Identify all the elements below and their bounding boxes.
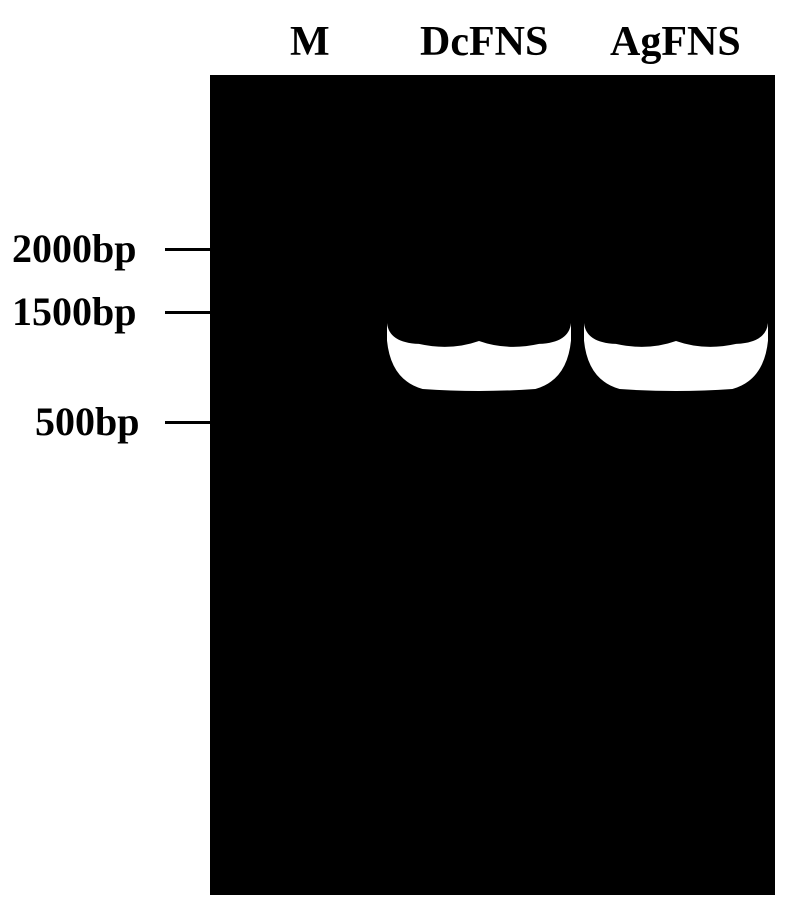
marker-label-500bp: 500bp <box>35 398 140 445</box>
band-dcfns <box>385 323 573 399</box>
marker-tick-1500bp <box>165 311 210 314</box>
gel-figure: M DcFNS AgFNS 2000bp 1500bp 500bp <box>0 0 794 919</box>
lane-label-agfns: AgFNS <box>610 18 741 66</box>
marker-label-1500bp: 1500bp <box>12 288 137 335</box>
marker-tick-2000bp <box>165 248 210 251</box>
marker-label-2000bp: 2000bp <box>12 225 137 272</box>
lane-label-dcfns: DcFNS <box>420 18 548 66</box>
band-agfns <box>582 323 770 399</box>
lane-label-m: M <box>290 18 330 66</box>
gel-background <box>210 75 775 895</box>
marker-tick-500bp <box>165 421 210 424</box>
